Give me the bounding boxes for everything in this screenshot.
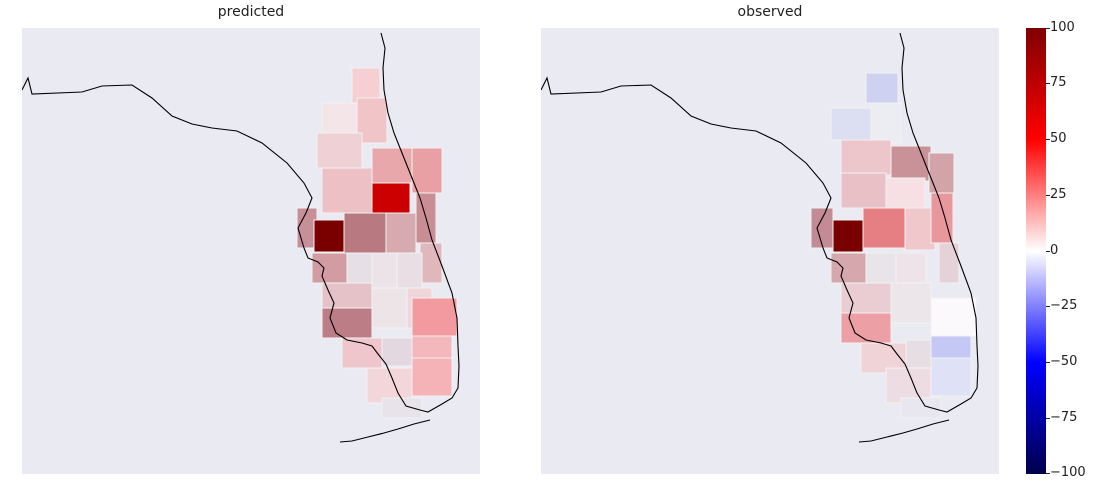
- observed-map-svg: [541, 32, 979, 443]
- observed-map: [541, 28, 999, 474]
- florida-coastline: [541, 32, 979, 413]
- county: [840, 172, 887, 209]
- predicted-map-svg: [22, 32, 460, 443]
- county: [371, 147, 413, 184]
- colorbar-tick-label: 50: [1050, 131, 1067, 146]
- county: [830, 107, 872, 141]
- colorbar-tick-label: 75: [1050, 75, 1067, 90]
- county: [930, 335, 972, 359]
- county-layer: [810, 72, 977, 419]
- colorbar-tick-label: −100: [1050, 465, 1086, 480]
- colorbar-tick-mark: [1046, 83, 1050, 84]
- county: [904, 207, 936, 251]
- colorbar-tick-mark: [1046, 139, 1050, 140]
- county-layer: [296, 67, 458, 419]
- county: [895, 252, 927, 289]
- colorbar-tick-mark: [1046, 473, 1050, 474]
- colorbar: [1026, 28, 1046, 474]
- county: [396, 252, 423, 289]
- county: [832, 219, 864, 253]
- county: [865, 252, 897, 289]
- county: [882, 177, 926, 209]
- county: [321, 167, 373, 214]
- county: [346, 252, 373, 289]
- colorbar-tick-mark: [1046, 418, 1050, 419]
- county: [411, 297, 458, 337]
- florida-keys: [339, 419, 431, 443]
- colorbar-tick-label: −50: [1050, 354, 1078, 369]
- county: [840, 139, 892, 176]
- county: [313, 219, 345, 253]
- county: [371, 252, 398, 289]
- colorbar-tick-mark: [1046, 362, 1050, 363]
- colorbar-tick-mark: [1046, 306, 1050, 307]
- county: [411, 357, 453, 397]
- county: [351, 67, 381, 104]
- observed-title: observed: [737, 4, 803, 20]
- colorbar-tick-mark: [1046, 28, 1050, 29]
- county: [928, 152, 955, 194]
- county: [321, 307, 373, 339]
- florida-keys: [858, 419, 950, 443]
- county: [419, 242, 443, 284]
- county: [385, 212, 417, 256]
- county: [930, 297, 977, 337]
- predicted-map: [22, 28, 480, 474]
- county: [840, 312, 892, 344]
- colorbar-tick-label: −25: [1050, 298, 1078, 313]
- county: [371, 287, 408, 329]
- florida-coastline: [22, 32, 460, 413]
- county: [381, 337, 413, 367]
- county: [930, 357, 972, 397]
- county: [840, 282, 892, 319]
- colorbar-tick-label: 25: [1050, 187, 1067, 202]
- county: [900, 397, 942, 419]
- predicted-title: predicted: [217, 4, 285, 20]
- county: [343, 212, 387, 254]
- county: [938, 242, 960, 284]
- county: [860, 342, 907, 374]
- county: [381, 397, 423, 419]
- colorbar-tick-label: 100: [1050, 20, 1075, 35]
- county: [356, 97, 388, 144]
- colorbar-tick-mark: [1046, 195, 1050, 196]
- county: [830, 252, 867, 284]
- county: [321, 102, 358, 134]
- county: [316, 132, 363, 169]
- county: [810, 207, 834, 249]
- colorbar-tick-label: 0: [1050, 243, 1059, 258]
- county: [865, 72, 899, 104]
- county: [366, 367, 413, 404]
- county: [311, 252, 348, 284]
- county: [371, 182, 411, 214]
- county: [905, 339, 932, 371]
- colorbar-tick-mark: [1046, 251, 1050, 252]
- county: [862, 207, 906, 249]
- county: [870, 102, 902, 144]
- county: [411, 147, 443, 194]
- county: [890, 282, 932, 324]
- colorbar-tick-label: −75: [1050, 410, 1078, 425]
- county: [411, 335, 453, 359]
